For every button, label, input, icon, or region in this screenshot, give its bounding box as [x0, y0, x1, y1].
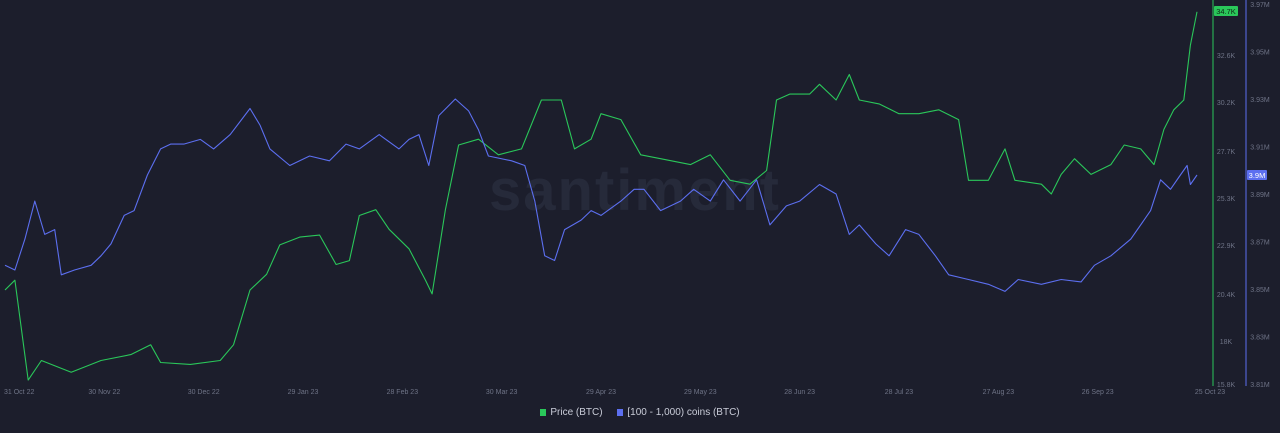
x-tick-label: 31 Oct 22 — [4, 389, 34, 396]
holdings-line — [4, 98, 1198, 292]
holdings-tick-label: 3.95M — [1250, 50, 1270, 57]
x-tick-label: 27 Aug 23 — [983, 389, 1015, 396]
price-tick-label: 15.8K — [1217, 382, 1236, 389]
holdings-tick-label: 3.81M — [1250, 382, 1270, 389]
holdings-tick-label: 3.83M — [1250, 335, 1270, 342]
price-tick-label: 18K — [1220, 339, 1233, 346]
holdings-tick-label: 3.97M — [1250, 2, 1270, 9]
legend-item-holdings[interactable]: [100 - 1,000) coins (BTC) — [617, 407, 740, 418]
holdings-tick-label: 3.87M — [1250, 240, 1270, 247]
x-tick-label: 30 Nov 22 — [88, 389, 120, 396]
holdings-tick-label: 3.89M — [1250, 192, 1270, 199]
x-tick-label: 29 Apr 23 — [586, 389, 616, 396]
price-current-badge — [1214, 6, 1238, 16]
legend-item-price[interactable]: Price (BTC) — [540, 407, 603, 418]
price-tick-label: 25.3K — [1217, 196, 1236, 203]
x-tick-label: 30 Mar 23 — [486, 389, 518, 396]
price-current-label: 34.7K — [1216, 7, 1236, 16]
x-tick-label: 28 Feb 23 — [387, 389, 419, 396]
x-tick-label: 26 Sep 23 — [1082, 389, 1114, 396]
x-tick-label: 28 Jul 23 — [885, 389, 914, 396]
x-tick-label: 29 Jan 23 — [288, 389, 319, 396]
price-tick-label: 20.4K — [1217, 292, 1236, 299]
price-line — [4, 11, 1198, 381]
holdings-tick-label: 3.91M — [1250, 145, 1270, 152]
holdings-current-badge — [1247, 170, 1267, 180]
x-tick-label: 28 Jun 23 — [784, 389, 815, 396]
legend-swatch-holdings — [617, 409, 624, 416]
watermark: santiment — [489, 158, 781, 223]
price-tick-label: 27.7K — [1217, 149, 1236, 156]
holdings-tick-label: 3.85M — [1250, 287, 1270, 294]
legend-label-price: Price (BTC) — [550, 407, 603, 418]
price-tick-label: 22.9K — [1217, 243, 1236, 250]
legend: Price (BTC) [100 - 1,000) coins (BTC) — [0, 407, 1280, 418]
legend-swatch-price — [540, 409, 547, 416]
x-tick-label: 29 May 23 — [684, 389, 717, 396]
holdings-current-label: 3.9M — [1249, 171, 1266, 180]
x-tick-label: 25 Oct 23 — [1195, 389, 1225, 396]
legend-label-holdings: [100 - 1,000) coins (BTC) — [627, 407, 740, 418]
x-tick-label: 30 Dec 22 — [188, 389, 220, 396]
price-tick-label: 30.2K — [1217, 100, 1236, 107]
price-tick-label: 32.6K — [1217, 53, 1236, 60]
holdings-tick-label: 3.93M — [1250, 97, 1270, 104]
